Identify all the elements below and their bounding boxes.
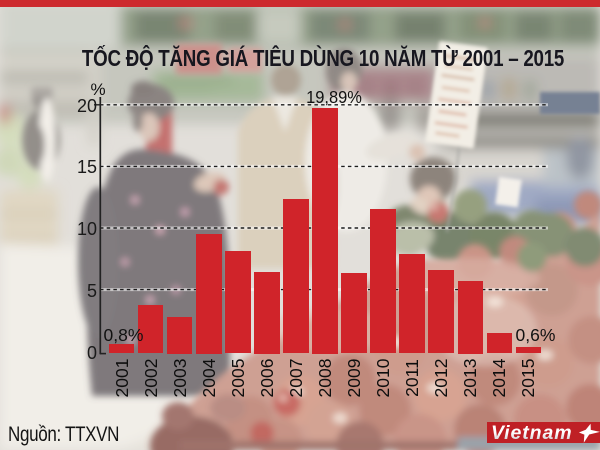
svg-text:Vietnam: Vietnam bbox=[491, 422, 572, 443]
